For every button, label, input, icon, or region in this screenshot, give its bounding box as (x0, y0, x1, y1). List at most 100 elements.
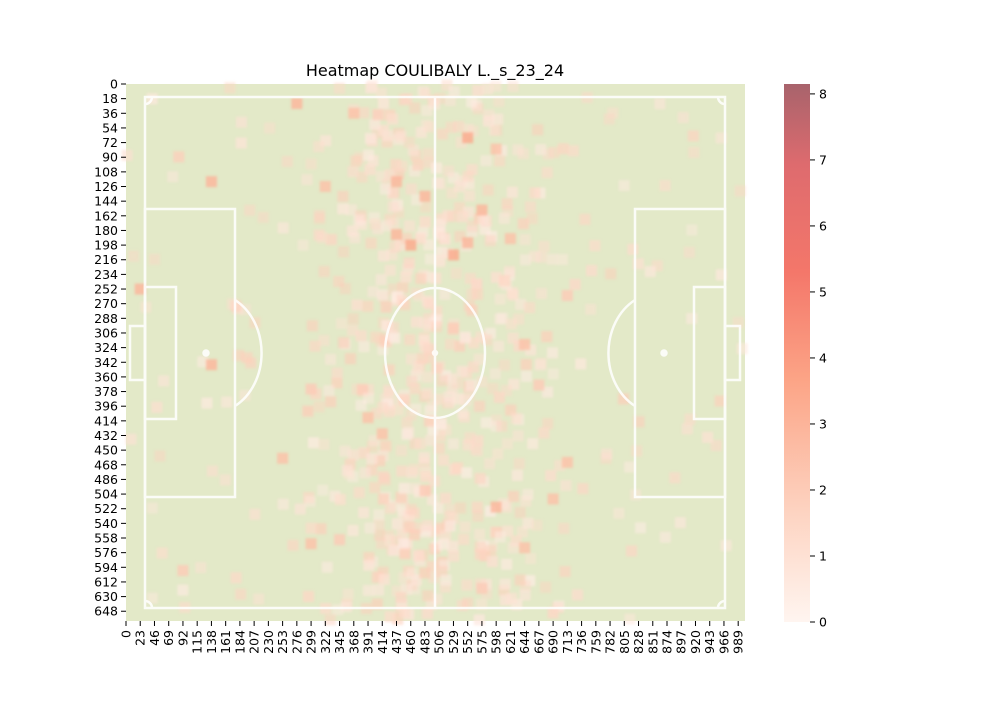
heat-cell (481, 334, 493, 346)
heat-cell-hotspot (305, 383, 317, 395)
heat-cell (473, 400, 485, 412)
heat-cell (369, 119, 381, 131)
heat-cell (363, 552, 375, 564)
heat-cell (313, 141, 325, 153)
x-tick-label: 782 (603, 630, 618, 654)
heat-cell (349, 232, 361, 244)
heat-cell (154, 450, 166, 462)
heat-cell (396, 465, 408, 477)
right-penalty-spot (660, 349, 668, 357)
heat-cell (477, 213, 489, 225)
heat-cell (500, 594, 512, 606)
heat-cell (519, 254, 531, 266)
y-tick-label: 90 (102, 150, 118, 165)
heat-cell (702, 431, 714, 443)
center-circle (383, 286, 487, 420)
heat-cell (431, 321, 443, 333)
heat-cell (688, 146, 700, 158)
heat-cell (474, 548, 486, 560)
colorbar-tick-label: 7 (819, 152, 827, 167)
heat-cell (388, 187, 400, 199)
heat-cell (318, 438, 330, 450)
y-tick-label: 252 (94, 282, 118, 297)
heat-cell (431, 305, 443, 317)
heat-cell (388, 218, 400, 230)
heat-cell (525, 344, 537, 356)
heat-cell (318, 335, 330, 347)
heat-cell (520, 495, 532, 507)
heat-cell (407, 144, 419, 156)
x-tick-label: 345 (332, 630, 347, 654)
heat-cell (466, 220, 478, 232)
heat-cell (511, 469, 523, 481)
heat-cell (545, 470, 557, 482)
heat-cell (421, 387, 433, 399)
heat-cell (305, 158, 317, 170)
x-tick-label: 23 (133, 630, 148, 646)
heat-cell (403, 426, 415, 438)
heat-cell (715, 132, 727, 144)
heat-cell (365, 237, 377, 249)
y-tick-label: 558 (94, 531, 118, 546)
heat-cell (388, 322, 400, 334)
heat-cell (404, 509, 416, 521)
heat-cell (395, 445, 407, 457)
heat-cell (447, 172, 459, 184)
heat-cell (472, 445, 484, 457)
x-axis: 0 23 46 69 92 115 138 161 184 207 230 253 276 299 322 3… (119, 621, 746, 654)
heat-cell (618, 180, 630, 192)
heat-cell (358, 447, 370, 459)
heat-cell (396, 160, 408, 172)
heat-cell (633, 416, 645, 428)
y-tick-label: 486 (94, 472, 118, 487)
heat-cell-hotspot (277, 452, 289, 464)
heat-cell (586, 265, 598, 277)
x-tick-label: 437 (389, 630, 404, 654)
heat-cell (522, 517, 534, 529)
heat-cell (423, 271, 435, 283)
x-tick-label: 460 (403, 630, 418, 654)
y-tick-label: 630 (94, 589, 118, 604)
heat-cell (373, 529, 385, 541)
colorbar-tick-label: 8 (819, 86, 827, 101)
heat-cell (409, 583, 421, 595)
heat-cell (314, 213, 326, 225)
heat-cell (331, 367, 343, 379)
heat-cell (415, 126, 427, 138)
heat-cell (418, 334, 430, 346)
heat-cell (734, 185, 746, 197)
heat-cell (277, 222, 289, 234)
heat-cell-hotspot (447, 322, 459, 334)
heat-cell (423, 415, 435, 427)
heat-cell (392, 404, 404, 416)
heat-cell (404, 220, 416, 232)
heat-cell-hotspot (519, 338, 531, 350)
heat-cell (439, 288, 451, 300)
y-tick-label: 72 (102, 135, 118, 150)
heat-cell (483, 109, 495, 121)
heat-cell (389, 241, 401, 253)
heat-cell (443, 391, 455, 403)
colorbar-tick-label: 5 (819, 284, 827, 299)
heat-cell (542, 418, 554, 430)
heat-cell (463, 178, 475, 190)
heat-cell (374, 455, 386, 467)
heat-cell (369, 218, 381, 230)
heat-cell (499, 578, 511, 590)
x-tick-label: 690 (546, 630, 561, 654)
heat-cell (400, 583, 412, 595)
x-tick-label: 161 (218, 630, 233, 654)
heat-cell (501, 198, 513, 210)
heat-cell (397, 282, 409, 294)
heat-cell (589, 240, 601, 252)
heat-cell (364, 522, 376, 534)
heat-cell (529, 187, 541, 199)
x-tick-label: 391 (361, 630, 376, 654)
heat-cell (732, 317, 744, 329)
heat-cell (601, 448, 613, 460)
heat-cell (557, 143, 569, 155)
heat-cell (399, 548, 411, 560)
heat-cell (423, 343, 435, 355)
heat-cell (377, 402, 389, 414)
